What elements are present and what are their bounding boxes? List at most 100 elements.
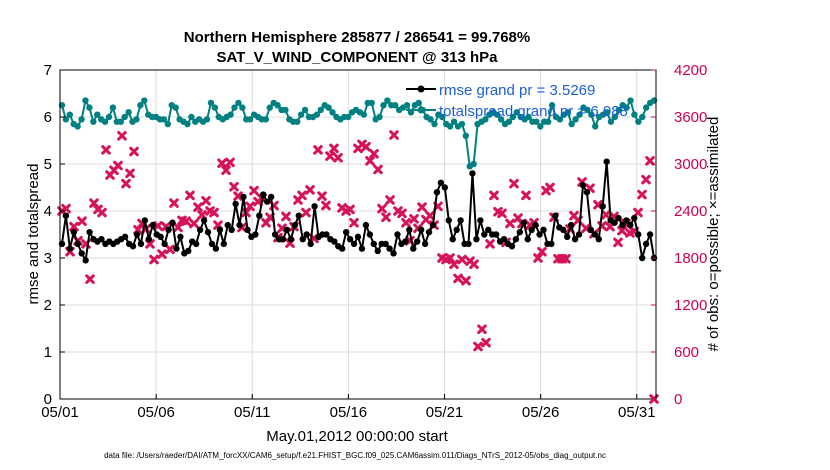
totalspread-point [137,102,144,109]
x-tick-label: 05/26 [522,404,560,421]
totalspread-point [505,118,513,125]
obs-marker [449,259,459,270]
obs-marker [333,152,343,163]
rmse-point [74,240,81,248]
totalspread-point [164,120,172,128]
rmse-point [465,240,472,248]
obs-marker [349,217,359,228]
totalspread-point [611,113,619,121]
rmse-series [58,158,658,264]
obs-marker [117,131,127,141]
rmse-point [303,231,310,238]
rmse-point [532,221,539,229]
totalspread-point [384,97,391,104]
totalspread-point [317,106,324,114]
obs-marker [345,204,355,215]
totalspread-point [572,116,579,123]
totalspread-point [266,104,273,111]
rmse-point [481,231,488,238]
obs-marker [301,207,311,218]
y-right-tick-label: 600 [674,344,699,361]
obs-marker [489,190,499,201]
totalspread-point [380,102,387,109]
obs-marker [121,178,131,189]
rmse-point [232,200,239,208]
rmse-point [78,250,85,257]
rmse-point [591,231,599,238]
rmse-point [575,231,583,238]
rmse-point [256,212,263,219]
totalspread-point [462,132,470,139]
totalspread-point [603,109,611,116]
rmse-point [331,238,338,245]
obs-marker [77,216,87,226]
totalspread-point [564,109,571,116]
chart-title-line1: Northern Hemisphere 285877 / 286541 = 99… [184,29,530,46]
totalspread-point [325,104,332,111]
rmse-point [414,238,421,245]
totalspread-point [376,113,383,121]
rmse-point [260,191,267,198]
legend-rmse-marker [417,85,425,93]
y-right-tick-label: 1800 [674,250,707,267]
rmse-point [635,231,642,238]
totalspread-point [172,104,179,111]
x-tick-label: 05/31 [618,404,656,421]
x-tick-label: 05/16 [330,404,368,421]
obs-marker [637,189,647,200]
legend-rmse-label: rmse grand pr = 3.5269 [439,82,595,99]
obs-marker [537,246,547,257]
obs-marker [113,160,123,171]
totalspread-point [109,104,117,111]
totalspread-point [211,104,219,111]
totalspread-point [392,102,399,109]
totalspread-point [544,118,552,125]
rmse-point [433,189,441,196]
totalspread-point [584,106,591,114]
rmse-point [169,219,176,226]
rmse-point [469,170,476,177]
rmse-point [374,247,381,255]
totalspread-point [117,118,124,125]
rmse-point [350,240,358,248]
obs-marker [221,165,231,176]
y-right-tick-label: 3600 [674,109,707,126]
obs-marker [369,149,379,159]
rmse-point [283,226,291,233]
rmse-point [595,236,602,243]
rmse-point [382,240,389,248]
rmse-point [204,228,212,236]
totalspread-point [141,97,148,104]
obs-marker [445,253,455,263]
obs-marker [409,214,419,224]
rmse-point [212,245,220,252]
obs-marker [193,202,203,212]
obs-marker [197,210,207,220]
legend-spread-label: totalspread grand pr = 6.088 [439,103,628,120]
rmse-point [228,226,235,233]
rmse-point [390,250,397,257]
obs-marker [249,185,259,196]
chart-title-line2: SAT_V_WIND_COMPONENT @ 313 hPa [216,49,498,66]
totalspread-point [262,116,270,123]
rmse-point [485,226,492,233]
obs-marker [325,151,335,161]
totalspread-point [246,116,254,123]
rmse-point [583,189,591,196]
totalspread-point [568,120,575,128]
rmse-point [98,236,105,243]
totalspread-point [368,99,375,107]
rmse-point [402,238,409,245]
obs-marker [385,195,395,205]
obs-marker [505,218,515,229]
totalspread-series [58,97,658,170]
rmse-point [244,226,251,233]
rmse-point [358,245,366,252]
y-right-tick-label: 3000 [674,156,707,173]
rmse-point [528,226,535,233]
obs-marker [561,253,571,264]
obs-marker [601,210,611,220]
totalspread-point [235,99,242,107]
rmse-point [62,212,70,219]
